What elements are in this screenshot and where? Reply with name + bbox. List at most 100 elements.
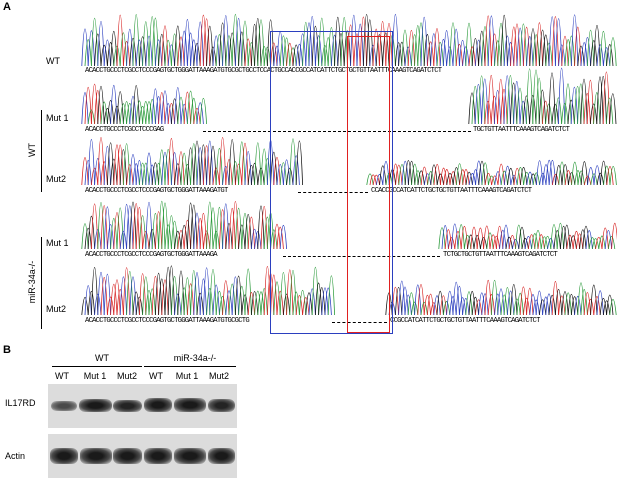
chromatogram-peak: [158, 33, 166, 67]
chromatogram-peak: [260, 148, 268, 186]
chromatogram-peak: [574, 86, 582, 125]
chromatogram-peak: [91, 84, 99, 125]
chromatogram-peak: [558, 161, 566, 186]
chromatogram-peak: [119, 32, 127, 67]
chromatogram-peak: [145, 201, 153, 250]
chromatogram-peak: [604, 230, 612, 250]
track-label-mir-mut1: Mut 1: [46, 238, 69, 248]
chromatogram-peak: [529, 173, 537, 186]
chromatogram-peak: [579, 229, 587, 250]
wt-group-bracket: [41, 110, 42, 192]
track-label-wt-mut1: Mut 1: [46, 113, 69, 123]
chromatogram-peak: [292, 155, 300, 186]
chromatogram-peak: [231, 200, 239, 250]
chromatogram-peak: [486, 232, 494, 250]
chromatogram-peak: [324, 287, 332, 316]
chromatogram-peak: [193, 140, 201, 186]
chromatogram-peak: [209, 146, 217, 186]
chromatogram-peak: [516, 27, 524, 67]
chromatogram-peak: [238, 224, 246, 250]
chromatogram-peak: [411, 34, 419, 67]
chromatogram-peak: [235, 163, 243, 186]
chromatogram-peak: [503, 75, 511, 125]
chromatogram-peak: [263, 265, 271, 316]
highlight-blue-box: [270, 31, 393, 334]
chromatogram-peak: [603, 300, 611, 316]
chromatogram-peak: [347, 24, 355, 67]
chromatogram-peak: [369, 44, 377, 67]
chromatogram-peak: [593, 165, 601, 186]
chromatogram-peak: [404, 46, 412, 67]
chromatogram-peak: [564, 292, 572, 316]
chromatogram-peak: [145, 35, 153, 67]
chromatogram-peak: [600, 160, 608, 186]
chromatogram-peak: [324, 37, 332, 67]
chromatogram-peak: [276, 291, 284, 316]
chromatogram-peak: [398, 163, 406, 186]
chromatogram-peak: [244, 213, 252, 250]
chromatogram-peak: [151, 162, 159, 186]
chromatogram-peak: [407, 292, 415, 316]
chromatogram-peak: [366, 19, 374, 67]
deletion-gap: [203, 131, 471, 132]
chromatogram-peak: [572, 230, 580, 250]
chromatogram-peak: [561, 291, 569, 316]
chromatogram-peak: [100, 277, 108, 316]
panel-a-letter: A: [3, 1, 11, 13]
chromatogram-peak: [507, 42, 515, 67]
chromatogram-peak: [84, 39, 92, 67]
chromatogram-peak: [81, 157, 89, 186]
chromatogram-peak: [260, 46, 268, 67]
chromatogram-peak: [273, 224, 281, 250]
blot-band: [80, 448, 112, 464]
chromatogram-peak: [583, 37, 591, 67]
chromatogram-peak: [241, 212, 249, 250]
chromatogram-peak: [569, 235, 577, 250]
chromatogram-peak: [228, 283, 236, 316]
chromatogram-peak: [183, 19, 191, 67]
chromatogram-peak: [145, 152, 153, 186]
chromatogram-peak: [468, 291, 476, 316]
chromatogram-peak: [161, 25, 169, 67]
chromatogram-peak: [587, 167, 595, 186]
chromatogram-peak: [126, 205, 134, 250]
blot-label-actin: Actin: [5, 451, 26, 461]
chromatogram-peak: [241, 143, 249, 186]
chromatogram-peak: [183, 163, 191, 186]
chromatogram-peak: [417, 170, 425, 186]
chromatogram-peak: [100, 44, 108, 67]
chromatogram-peak: [155, 162, 163, 186]
chromatogram-peak: [97, 20, 105, 67]
chromatogram-peak: [510, 82, 518, 125]
chromatogram-peak: [529, 95, 537, 125]
chromatogram-peak: [497, 78, 505, 125]
chromatogram-peak: [225, 35, 233, 67]
chromatogram-peak: [414, 25, 422, 67]
chromatogram-peak: [305, 292, 313, 316]
chromatogram-peak: [148, 164, 156, 186]
chromatogram-peak: [564, 83, 572, 125]
chromatogram-peak: [97, 86, 105, 125]
chromatogram-peak: [212, 167, 220, 186]
chromatogram-peak: [135, 160, 143, 186]
track-label-wt-mut2: Mut2: [46, 174, 67, 184]
chromatogram-peak: [107, 42, 115, 67]
chromatogram-peak: [558, 44, 566, 67]
chromatogram-peak: [343, 30, 351, 67]
chromatogram-peak: [474, 84, 482, 125]
chromatogram-peak: [177, 270, 185, 316]
chromatogram-peak: [151, 17, 159, 67]
chromatogram-peak: [91, 17, 99, 67]
chromatogram-peak: [219, 137, 227, 186]
chromatogram-peak: [446, 291, 454, 316]
blot-band: [174, 448, 206, 464]
chromatogram-peak: [500, 294, 508, 316]
chromatogram-peak: [148, 16, 156, 67]
chromatogram-peak: [475, 299, 483, 316]
chromatogram-peak: [174, 87, 182, 125]
chromatogram-peak: [484, 279, 492, 316]
chromatogram-peak: [535, 77, 543, 125]
deletion-gap: [283, 256, 440, 257]
chromatogram-peak: [382, 32, 390, 67]
chromatogram-peak: [372, 28, 380, 67]
